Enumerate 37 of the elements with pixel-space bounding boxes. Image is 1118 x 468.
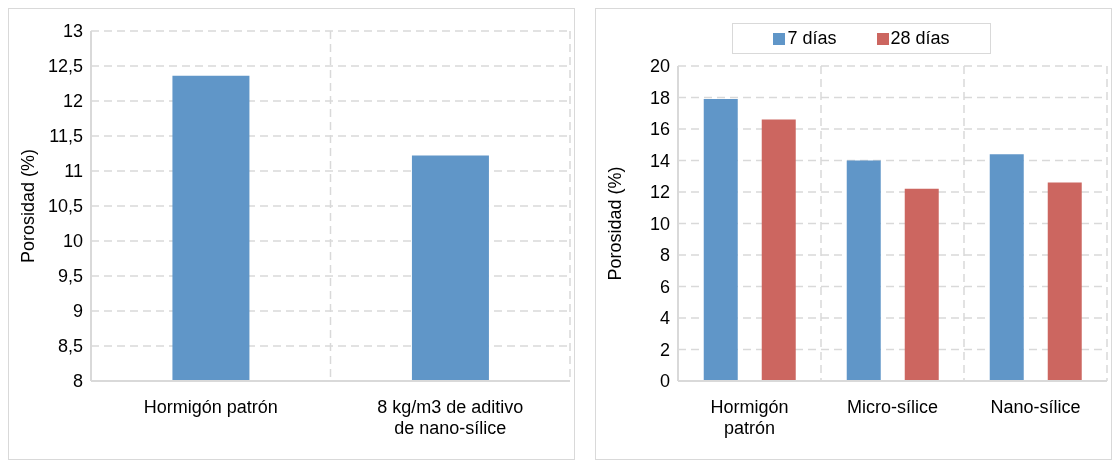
y-tick-label: 11,5 [49,126,83,147]
bar [989,154,1024,381]
bar [846,160,881,381]
x-tick-label: Micro-sílice [846,397,939,417]
y-tick-label: 8 [72,371,83,392]
y-tick-label: 4 [659,308,670,329]
y-tick-label: 20 [649,56,670,77]
x-tick-label: Hormigón patrón [710,397,789,438]
x-tick-label: Hormigón patrón [143,397,278,417]
y-tick-label: 10 [649,213,670,234]
y-tick-label: 0 [659,371,670,392]
y-tick-label: 12 [62,91,83,112]
y-tick-label: 13 [62,21,83,42]
y-tick-label: 6 [659,276,670,297]
y-tick-label: 12 [649,182,670,203]
y-tick-label: 16 [649,119,670,140]
y-axis-title: Porosidad (%) [605,166,626,281]
y-tick-label: 9,5 [57,266,83,287]
x-tick-label: Nano-sílice [990,397,1081,417]
x-tick-label: 8 kg/m3 de aditivo de nano-sílice [377,397,524,438]
y-tick-label: 14 [649,150,670,171]
legend-label: 7 días [786,28,837,49]
y-tick-label: 8 [659,245,670,266]
bar [761,119,796,381]
y-tick-label: 9 [72,301,83,322]
y-axis-title: Porosidad (%) [18,148,39,264]
bar [1047,182,1082,381]
y-tick-label: 2 [659,339,670,360]
bar [904,188,939,381]
bar [703,99,738,381]
y-tick-label: 11 [64,161,83,182]
legend-label: 28 días [889,28,950,49]
y-tick-label: 10,5 [47,196,83,217]
y-tick-label: 10 [62,231,83,252]
y-tick-label: 12,5 [47,56,83,77]
y-tick-label: 8,5 [57,336,83,357]
y-tick-label: 18 [649,87,670,108]
